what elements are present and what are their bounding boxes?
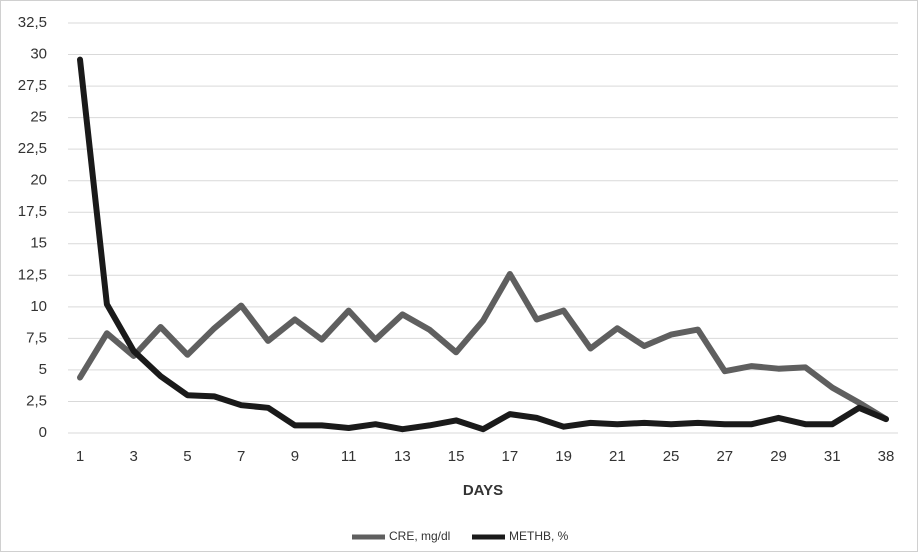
- legend-label: METHB, %: [509, 529, 569, 543]
- y-tick-label: 20: [30, 172, 47, 189]
- x-tick-label: 1: [76, 448, 84, 465]
- x-tick-label: 17: [502, 448, 519, 465]
- y-tick-label: 17,5: [18, 203, 47, 220]
- x-tick-label: 38: [878, 448, 895, 465]
- data-line: [77, 56, 889, 433]
- x-tick-label: 29: [770, 448, 787, 465]
- y-tick-label: 30: [30, 46, 47, 63]
- y-tick-label: 15: [30, 235, 47, 252]
- y-tick-label: 2,5: [26, 392, 47, 409]
- x-tick-label: 25: [663, 448, 680, 465]
- x-tick-label: 19: [555, 448, 572, 465]
- y-tick-label: 27,5: [18, 77, 47, 94]
- x-tick-label: 27: [716, 448, 733, 465]
- x-tick-label: 31: [824, 448, 841, 465]
- x-tick-label: 3: [130, 448, 138, 465]
- x-tick-label: 21: [609, 448, 626, 465]
- data-line: [77, 271, 889, 423]
- x-tick-label: 15: [448, 448, 465, 465]
- y-tick-label: 0: [39, 424, 47, 441]
- y-tick-label: 25: [30, 109, 47, 126]
- x-tick-label: 11: [341, 448, 357, 465]
- x-tick-label: 5: [183, 448, 191, 465]
- y-tick-label: 7,5: [26, 329, 47, 346]
- y-tick-label: 5: [39, 361, 47, 378]
- y-tick-label: 22,5: [18, 140, 47, 157]
- x-tick-label: 7: [237, 448, 245, 465]
- x-axis-label: DAYS: [463, 482, 503, 499]
- y-tick-label: 12,5: [18, 266, 47, 283]
- x-tick-label: 13: [394, 448, 411, 465]
- x-tick-label: 9: [291, 448, 299, 465]
- legend-label: CRE, mg/dl: [389, 529, 450, 543]
- y-tick-label: 10: [30, 298, 47, 315]
- y-tick-label: 32,5: [18, 14, 47, 31]
